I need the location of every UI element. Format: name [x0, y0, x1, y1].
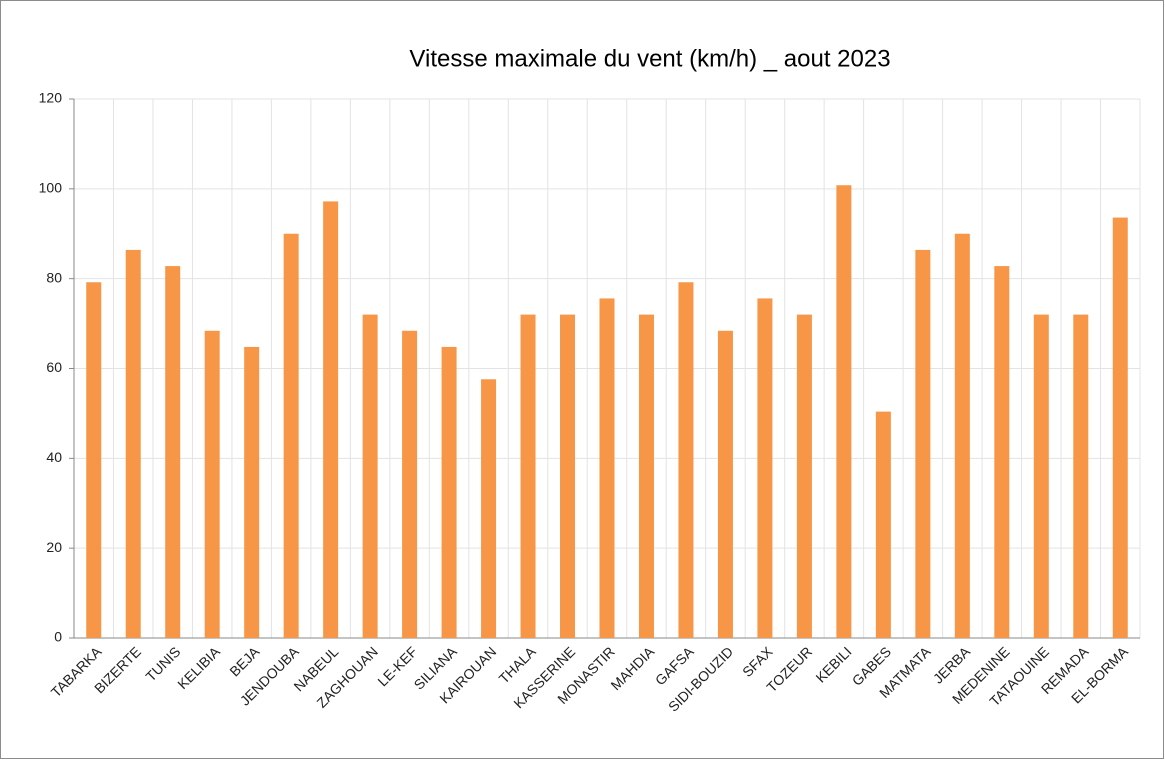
bar [875, 411, 891, 638]
bar [441, 346, 457, 638]
bar [323, 201, 339, 638]
bar [86, 282, 102, 638]
y-tick-label: 80 [46, 269, 62, 285]
y-tick-label: 40 [46, 449, 62, 465]
y-tick-label: 100 [39, 180, 63, 196]
bar [678, 282, 694, 638]
bar [244, 346, 260, 638]
y-tick-label: 0 [54, 629, 62, 645]
bar [796, 314, 812, 638]
bar [283, 233, 299, 638]
bar [757, 298, 773, 638]
bar [362, 314, 378, 638]
bar [204, 330, 220, 638]
y-tick-label: 60 [46, 359, 62, 375]
y-tick-label: 20 [46, 539, 62, 555]
bar [1073, 314, 1089, 638]
chart-title: Vitesse maximale du vent (km/h) _ aout 2… [409, 45, 890, 72]
bar [994, 266, 1010, 638]
bar [560, 314, 576, 638]
bar [125, 249, 141, 639]
bar [165, 266, 181, 638]
bar [954, 233, 970, 638]
y-tick-label: 120 [39, 90, 63, 106]
bar [717, 330, 733, 638]
bar [1033, 314, 1049, 638]
bar [481, 379, 497, 638]
bar [1112, 217, 1128, 638]
bar [402, 330, 418, 638]
bar [520, 314, 536, 638]
bar [836, 185, 852, 639]
bar [915, 249, 931, 639]
bar [599, 298, 615, 638]
bar [638, 314, 654, 638]
